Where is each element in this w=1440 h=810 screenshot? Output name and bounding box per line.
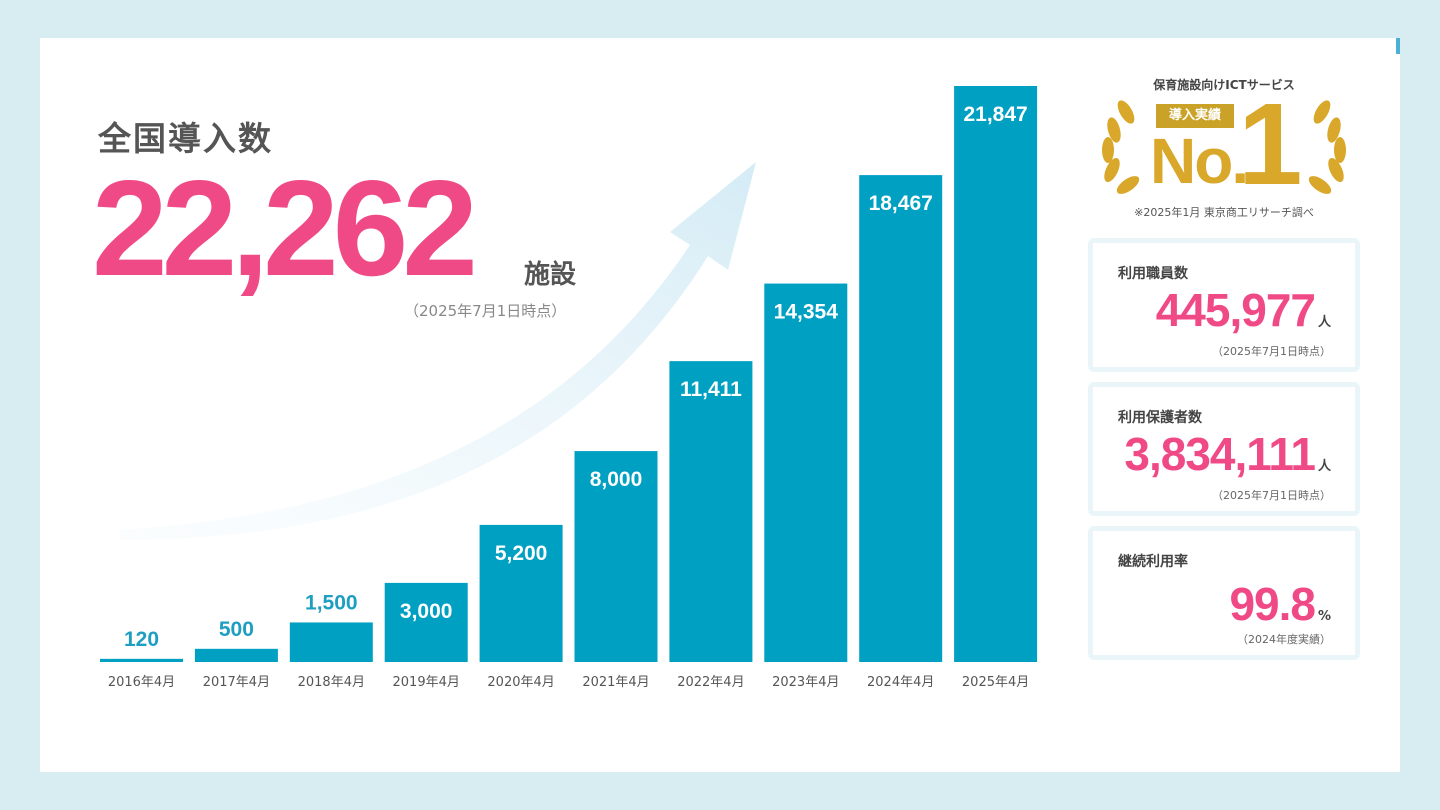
stat-unit: 人 [1317,459,1331,474]
bar-value-label: 3,000 [400,600,453,623]
total-facilities-value: 22,262 [92,152,478,304]
growth-arrow-graphic [120,162,756,540]
bar-2024年4月 [859,175,943,662]
badge-no-text: No. [1150,125,1249,197]
total-facilities-unit: 施設 [524,260,577,290]
stat-card-guardians: 利用保護者数 3,834,111 人 （2025年7月1日時点） [1088,382,1360,516]
x-tick-label: 2024年4月 [867,675,934,690]
badge-source-note: ※2025年1月 東京商工リサーチ調べ [1134,206,1314,219]
stat-note: （2025年7月1日時点） [1212,489,1331,502]
bar-2020年4月 [479,524,563,662]
bar-value-label: 500 [219,618,254,641]
stat-unit: % [1317,609,1331,624]
x-tick-label: 2020年4月 [487,675,554,690]
x-tick-label: 2018年4月 [298,675,365,690]
stat-unit: 人 [1317,315,1331,330]
bar-value-label: 21,847 [963,103,1027,126]
stat-label: 利用保護者数 [1118,410,1202,426]
stat-card-retention: 継続利用率 99.8% （2024年度実績） [1088,526,1360,660]
card-edge-accent [1396,38,1400,54]
badge-tag: 導入実績 [1156,104,1234,128]
stat-card-staff: 利用職員数 445,977 人 （2025年7月1日時点） [1088,238,1360,372]
stat-value: 445,977 [1155,284,1316,336]
stat-value: 3,834,111 [1124,428,1316,480]
x-tick-label: 2017年4月 [203,675,270,690]
bar-2023年4月 [764,283,848,662]
bar-value-label: 8,000 [590,468,643,491]
page-title: 全国導入数 [98,119,273,158]
bar-2025年4月 [954,86,1038,662]
bar-2016年4月 [100,658,183,662]
x-tick-label: 2025年4月 [962,675,1029,690]
badge-rank-number: 1 [1238,79,1303,209]
bar-value-label: 11,411 [680,378,742,401]
bar-2022年4月 [669,361,753,662]
bar-value-label: 120 [124,628,159,651]
badge-service-label: 保育施設向けICTサービス [1153,78,1295,92]
bar-2018年4月 [289,622,373,662]
no1-award-badge: 保育施設向けICTサービス 導入実績 No. 1 ※2025年1月 東京商工リサ… [1088,72,1360,222]
bar-2017年4月 [194,648,278,662]
stat-value: 99.8 [1229,578,1316,630]
x-tick-label: 2021年4月 [582,675,649,690]
bar-value-label: 1,500 [305,591,358,614]
bar-value-label: 5,200 [495,542,548,565]
bar-value-label: 18,467 [869,192,933,215]
stat-label: 継続利用率 [1118,554,1188,570]
x-tick-label: 2022年4月 [677,675,744,690]
bar-2021年4月 [574,451,658,662]
x-tick-label: 2019年4月 [393,675,460,690]
laurel-icon [1102,100,1346,194]
bar-value-label: 14,354 [774,301,839,324]
x-tick-label: 2016年4月 [108,675,175,690]
bar-2019年4月 [384,582,468,662]
stat-note: （2025年7月1日時点） [1212,345,1331,358]
stat-note: （2024年度実績） [1237,633,1331,646]
x-tick-label: 2023年4月 [772,675,839,690]
stat-label: 利用職員数 [1118,266,1188,282]
total-facilities-note: （2025年7月1日時点） [404,302,567,320]
